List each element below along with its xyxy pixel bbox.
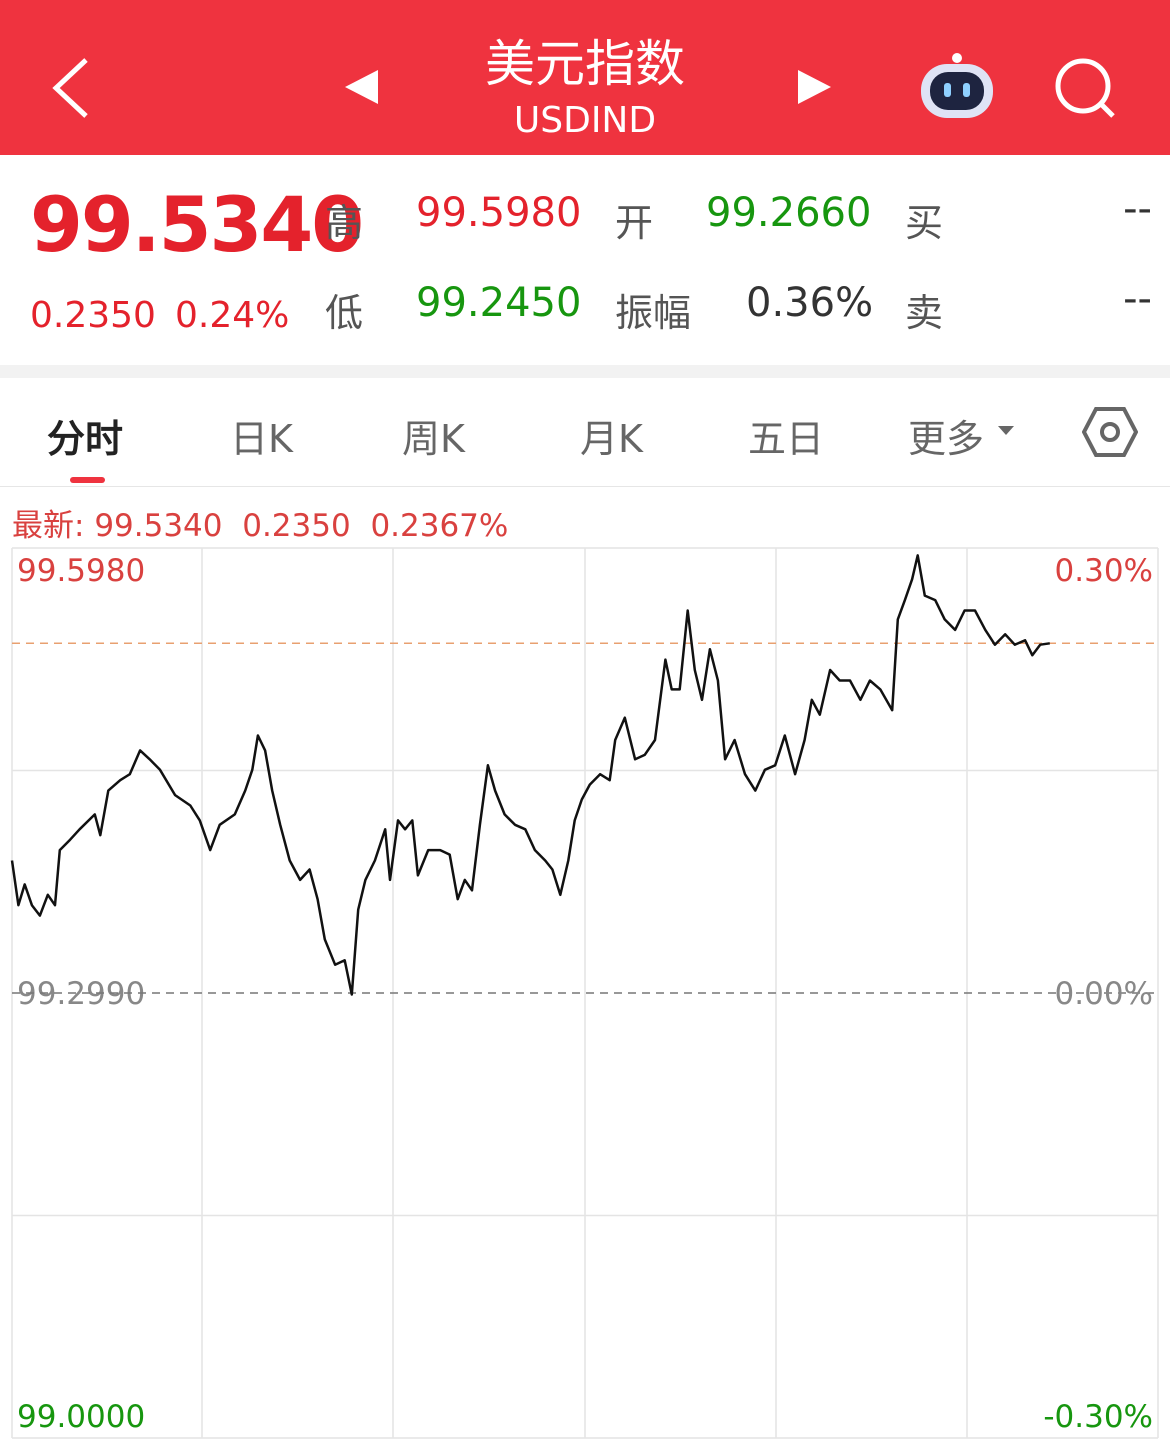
low: 99.2450 (416, 280, 582, 326)
change-pct: 0.24% (175, 295, 290, 336)
latest-label: 最新: (12, 508, 85, 544)
header: 美元指数 USDIND (0, 0, 1170, 155)
title: 美元指数 (485, 35, 685, 93)
search-button[interactable] (1055, 58, 1115, 118)
latest-change-pct: 0.2367% (370, 508, 509, 544)
change: 0.2350 (30, 295, 156, 336)
settings-button[interactable] (1082, 406, 1138, 458)
separator (0, 365, 1170, 378)
price-line (10, 554, 1050, 996)
sell: -- (1123, 276, 1152, 322)
tab[interactable]: 周K (402, 417, 465, 461)
sell-label: 卖 (905, 291, 944, 335)
y2-tick-label: -0.30% (1043, 1399, 1153, 1435)
latest-price: 99.5340 (94, 508, 223, 544)
open: 99.2660 (706, 190, 872, 236)
buy-label: 买 (905, 201, 944, 245)
open-label: 开 (615, 201, 654, 245)
more-arrow (998, 426, 1014, 435)
tab-indicator (70, 477, 105, 483)
intraday-chart: 99.5980 99.2990 99.0000 0.30% 0.00% -0.30% (10, 547, 1159, 1439)
tab[interactable]: 月K (580, 417, 643, 461)
tab[interactable]: 日K (230, 417, 293, 461)
y-tick-label: 99.5980 (17, 553, 145, 589)
latest-change: 0.2350 (242, 508, 351, 544)
prev-button[interactable] (345, 70, 378, 104)
low-label: 低 (325, 291, 364, 335)
tab[interactable]: 分时 (47, 417, 124, 461)
divider (0, 486, 1170, 487)
back-button[interactable] (52, 58, 88, 118)
tab[interactable]: 更多 (908, 417, 985, 461)
amplitude: 0.36% (746, 280, 874, 326)
y2-tick-label: 0.30% (1055, 553, 1153, 589)
high: 99.5980 (416, 190, 582, 236)
tab[interactable]: 五日 (748, 417, 825, 461)
price: 99.5340 (30, 180, 364, 269)
amplitude-label: 振幅 (615, 291, 692, 335)
next-button[interactable] (798, 70, 831, 104)
y-tick-label: 99.0000 (17, 1399, 145, 1435)
code: USDIND (513, 100, 657, 141)
header-icons (52, 53, 1115, 118)
latest-row: 最新: 99.5340 0.2350 0.2367% (12, 500, 508, 545)
y2-tick-label: 0.00% (1055, 976, 1153, 1012)
assistant-button[interactable] (921, 53, 993, 118)
y-tick-label: 99.2990 (17, 976, 145, 1012)
buy: -- (1123, 186, 1152, 232)
high-label: 高 (325, 201, 364, 245)
